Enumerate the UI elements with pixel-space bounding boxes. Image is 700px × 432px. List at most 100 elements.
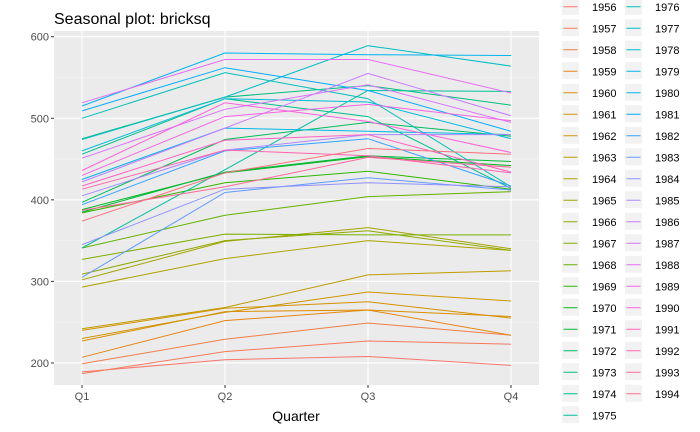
series-line-1974 [81,98,512,189]
legend-label: 1964 [592,174,616,186]
legend-item: 1971 [562,320,616,338]
legend-label: 1962 [592,131,616,143]
legend-item: 1959 [562,62,616,80]
legend-label: 1974 [592,389,616,401]
legend-label: 1991 [655,324,679,336]
legend: 1956 1957 1958 1959 1960 1961 1962 1963 1964 1965… [562,0,679,424]
legend-label: 1972 [592,346,616,358]
series-line-1985 [81,134,511,197]
series-line-1989 [81,103,512,176]
series-line-1969 [81,170,512,214]
chart-title: Seasonal plot: bricksq [54,11,211,28]
legend-label: 1992 [655,346,679,358]
legend-item: 1969 [562,277,616,295]
legend-label: 1986 [655,217,679,229]
legend-label: 1979 [655,66,679,78]
legend-label: 1960 [592,88,616,100]
legend-label: 1971 [592,324,616,336]
legend-label: 1985 [655,195,679,207]
series-line-1957 [81,340,512,375]
series-line-1980 [81,52,512,107]
series-line-1970 [81,156,512,211]
legend-label: 1967 [592,238,616,250]
legend-item: 1988 [625,255,679,273]
series-line-1972 [81,121,512,203]
legend-label: 1957 [592,23,616,35]
legend-item: 1957 [562,19,616,37]
legend-item: 1992 [625,341,679,359]
legend-label: 1977 [655,23,679,35]
legend-item: 1965 [562,191,616,209]
legend-item: 1977 [625,19,679,37]
legend-item: 1970 [562,298,616,316]
legend-label: 1956 [592,2,616,14]
x-axis-ticks: Q1 Q2 Q3 Q4 [75,385,519,403]
legend-item: 1956 [562,0,616,15]
legend-item: 1968 [562,255,616,273]
legend-item: 1958 [562,40,616,58]
legend-item: 1960 [562,83,616,101]
series-line-1964 [81,240,512,288]
legend-label: 1983 [655,152,679,164]
legend-label: 1965 [592,195,616,207]
legend-item: 1987 [625,234,679,252]
series-line-1963 [81,270,512,330]
series-line-1959 [81,309,512,358]
legend-label: 1982 [655,131,679,143]
legend-item: 1974 [562,384,616,402]
y-tick-label: 500 [31,113,49,125]
x-tick-label: Q1 [75,391,90,403]
series-line-1983 [81,177,512,278]
series-line-1962 [81,291,512,339]
legend-label: 1994 [655,389,679,401]
legend-item: 1976 [625,0,679,15]
legend-item: 1985 [625,191,679,209]
legend-item: 1980 [625,83,679,101]
legend-label: 1970 [592,303,616,315]
series-line-1988 [81,59,512,104]
legend-item: 1961 [562,105,616,123]
x-tick-label: Q3 [361,391,376,403]
series-line-1993 [81,156,512,211]
legend-item: 1966 [562,212,616,230]
x-tick-label: Q4 [504,391,519,403]
legend-key-bg [562,0,579,15]
legend-item: 1962 [562,126,616,144]
x-axis-title: Quarter [272,408,320,424]
legend-item: 1981 [625,105,679,123]
legend-item: 1993 [625,363,679,381]
legend-label: 1961 [592,109,616,121]
series-lines [81,45,512,375]
legend-item: 1963 [562,148,616,166]
legend-label: 1968 [592,260,616,272]
series-line-1981 [81,67,512,132]
series-line-1994 [81,147,512,222]
legend-label: 1973 [592,367,616,379]
legend-item: 1982 [625,126,679,144]
legend-item: 1967 [562,234,616,252]
legend-label: 1958 [592,45,616,57]
series-line-1979 [81,127,512,180]
legend-item: 1986 [625,212,679,230]
legend-label: 1976 [655,2,679,14]
legend-item: 1978 [625,40,679,58]
legend-label: 1984 [655,174,679,186]
series-line-1991 [81,134,512,187]
legend-key-bg [625,0,642,15]
series-line-1968 [81,191,512,249]
legend-item: 1973 [562,363,616,381]
series-line-1961 [81,301,512,331]
legend-label: 1975 [592,410,616,422]
legend-item: 1975 [562,406,616,424]
legend-label: 1981 [655,109,679,121]
legend-label: 1990 [655,303,679,315]
legend-label: 1963 [592,152,616,164]
legend-label: 1959 [592,66,616,78]
series-line-1966 [81,230,512,275]
legend-item: 1972 [562,341,616,359]
legend-item: 1991 [625,320,679,338]
legend-label: 1966 [592,217,616,229]
legend-item: 1989 [625,277,679,295]
legend-label: 1988 [655,260,679,272]
